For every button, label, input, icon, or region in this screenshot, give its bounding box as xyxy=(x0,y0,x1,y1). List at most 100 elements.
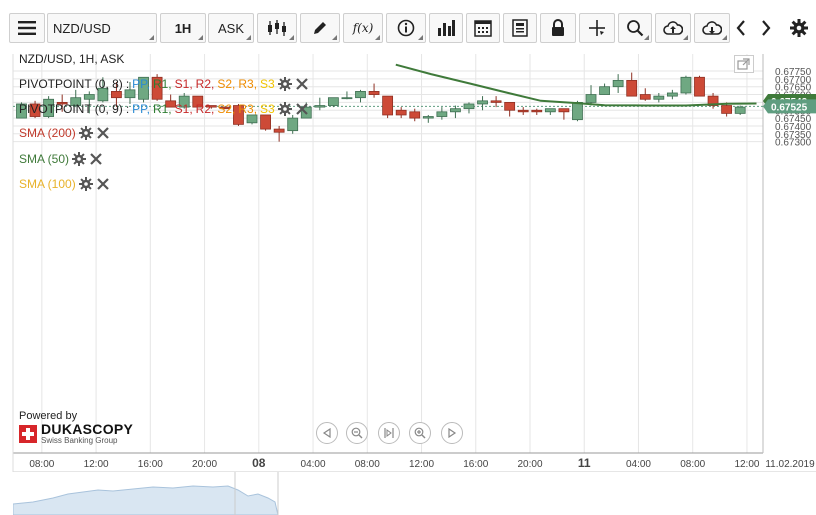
close-icon[interactable] xyxy=(89,152,103,166)
navigator-strip[interactable] xyxy=(13,472,816,515)
candle-body xyxy=(97,87,109,102)
crosshair-button[interactable] xyxy=(579,13,615,43)
nav-forward-button[interactable] xyxy=(441,422,463,444)
legend-item: SMA (200) xyxy=(19,125,110,141)
candle xyxy=(558,108,570,120)
drawing-tools-button[interactable] xyxy=(300,13,340,43)
lock-button[interactable] xyxy=(540,13,576,43)
candle-body xyxy=(341,97,353,100)
pivot-level-label: S3 xyxy=(260,102,275,116)
candle-body xyxy=(178,95,190,108)
gear-icon[interactable] xyxy=(78,126,93,140)
candle-body xyxy=(29,103,41,117)
chart-type-button[interactable] xyxy=(257,13,297,43)
scroll-left-button[interactable] xyxy=(730,13,752,43)
candle-body xyxy=(16,103,27,119)
calendar-button[interactable] xyxy=(466,13,500,43)
upload-button[interactable] xyxy=(655,13,691,43)
candle xyxy=(544,108,556,115)
gear-icon[interactable] xyxy=(78,177,93,191)
candle xyxy=(29,100,41,119)
candle-body xyxy=(531,109,543,113)
legend-item: SMA (100) xyxy=(19,176,110,192)
candle-body xyxy=(680,76,692,94)
candle xyxy=(314,97,326,111)
symbol-select[interactable]: NZD/USD xyxy=(47,13,157,43)
candle-body xyxy=(517,109,529,113)
volume-button[interactable] xyxy=(429,13,463,43)
info-icon xyxy=(397,19,415,37)
pivot-level-label: R3, xyxy=(238,102,258,116)
candle-body xyxy=(409,111,421,119)
candle-body xyxy=(138,76,149,100)
settings-button[interactable] xyxy=(786,13,812,43)
candle xyxy=(680,75,692,95)
candle-body xyxy=(734,106,746,114)
zoom-out-button[interactable] xyxy=(346,422,368,444)
legend-item: SMA (50) xyxy=(19,151,103,167)
candle-body xyxy=(314,105,326,108)
candle-body xyxy=(111,91,122,99)
candle xyxy=(16,102,27,119)
info-button[interactable] xyxy=(386,13,426,43)
menu-button[interactable] xyxy=(9,13,45,43)
zoom-button[interactable] xyxy=(618,13,652,43)
close-icon[interactable] xyxy=(295,77,309,91)
brand-name: DUKASCOPY xyxy=(41,421,134,437)
candle xyxy=(409,108,421,122)
chart-grid xyxy=(13,54,763,453)
price-side-select[interactable]: ASK xyxy=(208,13,254,43)
timeframe-select[interactable]: 1H xyxy=(160,13,206,43)
triangle-right-icon xyxy=(448,428,457,438)
download-button[interactable] xyxy=(694,13,730,43)
candle-body xyxy=(694,76,705,97)
candle xyxy=(83,91,95,114)
timeframe-value: 1H xyxy=(174,20,192,36)
y-tick-label: 0.67650 xyxy=(775,83,812,94)
x-tick-label: 12:00 xyxy=(84,459,109,470)
candle xyxy=(205,105,217,109)
candle-body xyxy=(246,114,258,124)
fit-button[interactable] xyxy=(378,422,400,444)
news-button[interactable] xyxy=(503,13,537,43)
candle xyxy=(653,92,665,103)
legend-label: PIVOTPOINT (0, 8) xyxy=(19,77,123,91)
close-icon[interactable] xyxy=(295,102,309,116)
zoom-in-button[interactable] xyxy=(409,422,431,444)
pivot-level-label: S1, xyxy=(174,77,193,91)
x-end-date-label: 11.02.2019 xyxy=(765,459,815,470)
candle-body xyxy=(558,108,570,113)
candle xyxy=(43,96,55,119)
gear-icon[interactable] xyxy=(72,152,87,166)
candle-body xyxy=(490,100,502,103)
gear-icon[interactable] xyxy=(277,102,292,116)
triangle-left-icon xyxy=(322,428,331,438)
nav-back-button[interactable] xyxy=(316,422,338,444)
document-icon xyxy=(512,19,528,37)
x-tick-label: 20:00 xyxy=(192,459,217,470)
scroll-right-button[interactable] xyxy=(755,13,777,43)
candle-body xyxy=(70,97,82,106)
calendar-icon xyxy=(474,20,492,37)
candle xyxy=(599,83,610,95)
gear-icon[interactable] xyxy=(277,77,292,91)
candle-body xyxy=(56,102,68,105)
close-icon[interactable] xyxy=(96,177,110,191)
close-icon[interactable] xyxy=(96,126,110,140)
candlestick-icon xyxy=(268,20,286,36)
candle-body xyxy=(721,105,733,114)
candle xyxy=(246,114,258,125)
candle-body xyxy=(463,103,475,110)
x-tick-label: 16:00 xyxy=(463,459,488,470)
candle-body xyxy=(436,111,448,117)
candle xyxy=(436,107,448,120)
sma-50-line xyxy=(395,63,757,107)
y-tick-label: 0.67750 xyxy=(775,67,812,78)
popout-button[interactable] xyxy=(734,55,754,73)
candle-body xyxy=(422,116,434,119)
candle-body xyxy=(544,108,556,113)
indicators-button[interactable]: f(x) xyxy=(343,13,383,43)
legend-label: PIVOTPOINT (0, 9) xyxy=(19,102,123,116)
candle-body xyxy=(273,128,285,133)
